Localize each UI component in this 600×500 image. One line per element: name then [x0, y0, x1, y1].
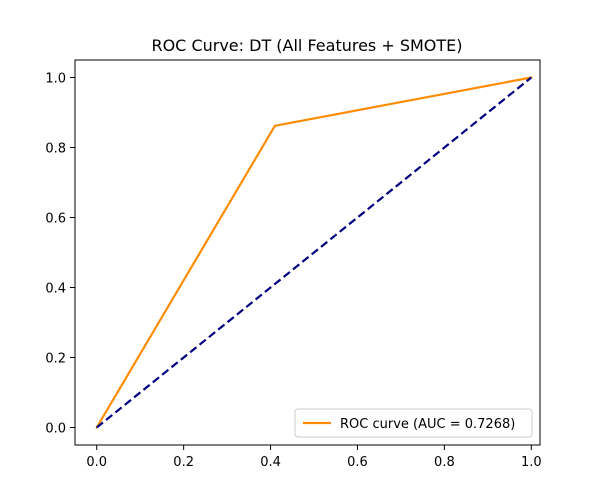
legend-box [294, 408, 533, 438]
y-tick-label: 1.0 [45, 72, 66, 87]
x-tick-label: 0.0 [86, 455, 107, 470]
y-tick-label: 0.8 [45, 142, 66, 157]
x-tick-label: 0.6 [347, 455, 368, 470]
y-tick-label: 0.4 [45, 282, 66, 297]
legend: ROC curve (AUC = 0.7268) [294, 408, 533, 438]
legend-entry-label: ROC curve (AUC = 0.7268) [340, 417, 515, 432]
plot-area [95, 76, 533, 429]
y-tick-label: 0.0 [45, 422, 66, 437]
x-tick-label: 0.2 [173, 455, 194, 470]
y-tick-label: 0.2 [45, 352, 66, 367]
y-tick-label: 0.6 [45, 212, 66, 227]
plot-frame [74, 59, 541, 446]
axes: 0.0 0.2 0.4 0.6 0.8 1.0 0.0 0.2 0.4 0.6 0.8 1.0 [45, 59, 542, 470]
chart-title: ROC Curve: DT (All Features + SMOTE) [151, 36, 462, 55]
x-tick-label: 0.8 [434, 455, 455, 470]
x-tick-label: 0.4 [260, 455, 281, 470]
chance-line [96, 76, 532, 429]
x-tick-label: 1.0 [521, 455, 542, 470]
roc-curve-line [95, 76, 533, 429]
